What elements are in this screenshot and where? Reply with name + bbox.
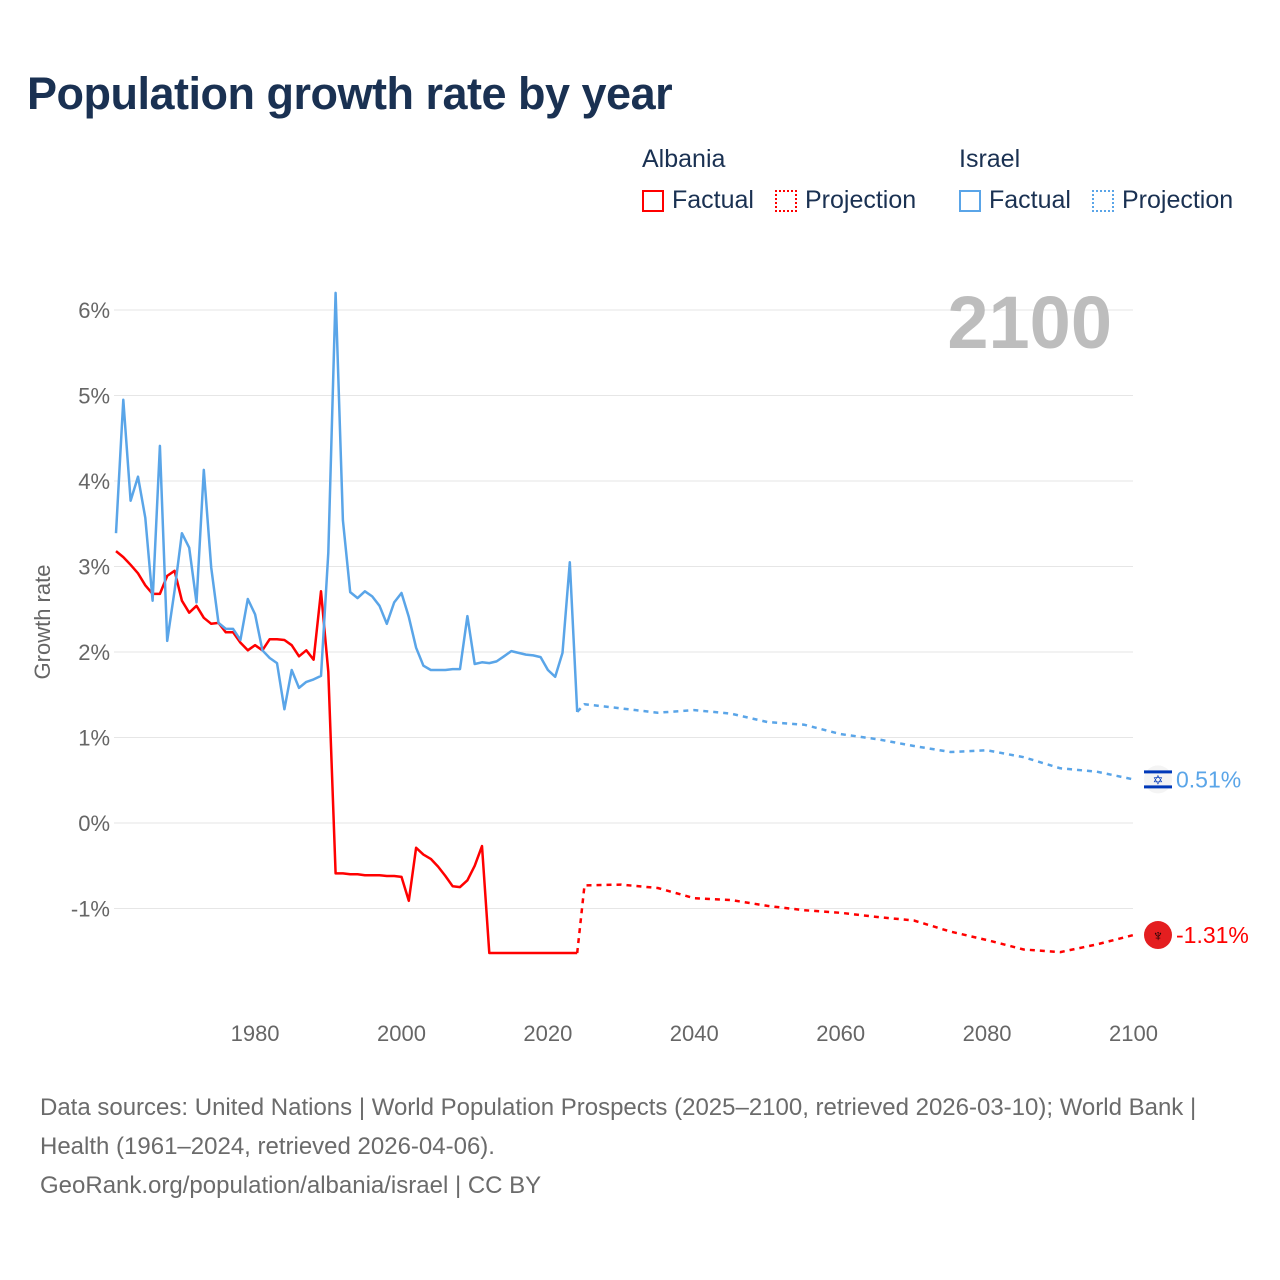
y-tick-label: -1% — [71, 897, 110, 922]
israel-flag-stripe — [1144, 770, 1172, 774]
legend-swatch-solid — [959, 189, 981, 212]
albania-flag-icon — [1144, 921, 1172, 950]
y-tick-label: 5% — [78, 384, 110, 409]
x-tick-label: 2060 — [816, 1021, 865, 1046]
x-tick-label: 2080 — [963, 1021, 1012, 1046]
chart-title: Population growth rate by year — [27, 68, 673, 119]
y-axis-label: Growth rate — [30, 565, 55, 680]
series-line-albania-factual — [115, 550, 578, 955]
legend-israel-projection[interactable]: Projection — [1092, 186, 1233, 215]
series-line-israel-projection — [576, 702, 1134, 781]
legend-label: Factual — [989, 186, 1071, 214]
israel-flag-stripe — [1144, 785, 1172, 789]
star-of-david-icon: ✡ — [1153, 772, 1164, 787]
y-tick-label: 4% — [78, 469, 110, 494]
legend-swatch-solid — [642, 189, 664, 212]
end-value-label: -1.31% — [1176, 922, 1249, 948]
legend-albania-factual[interactable]: Factual — [642, 186, 754, 215]
data-sources: Data sources: United Nations | World Pop… — [40, 1094, 1197, 1160]
series-line-israel-factual — [114, 291, 579, 712]
legend-label: Projection — [1122, 186, 1234, 214]
x-tick-label: 2100 — [1109, 1021, 1158, 1046]
x-tick-label: 1980 — [231, 1021, 280, 1046]
y-tick-label: 0% — [78, 811, 110, 836]
x-tick-label: 2020 — [523, 1021, 572, 1046]
legend-israel-factual[interactable]: Factual — [959, 186, 1071, 215]
end-value-label: 0.51% — [1176, 766, 1241, 792]
eagle-icon: ♆ — [1152, 928, 1164, 945]
legend-albania-projection[interactable]: Projection — [775, 186, 916, 215]
legend-albania-heading: Albania — [642, 145, 726, 173]
legend-swatch-dotted — [1092, 189, 1114, 212]
x-tick-label: 2040 — [670, 1021, 719, 1046]
y-tick-label: 6% — [78, 298, 110, 323]
year-display: 2100 — [947, 281, 1112, 364]
series-line-albania-projection — [575, 883, 1134, 954]
legend-swatch-dotted — [775, 189, 797, 212]
footer: Data sources: United Nations | World Pop… — [40, 1088, 1240, 1205]
legend-israel-heading: Israel — [959, 145, 1021, 173]
y-tick-label: 2% — [78, 640, 110, 665]
credit-link[interactable]: GeoRank.org/population/albania/israel | … — [40, 1172, 542, 1199]
legend-label: Factual — [672, 186, 754, 214]
y-tick-label: 1% — [78, 726, 110, 751]
legend-label: Projection — [805, 186, 917, 214]
y-tick-label: 3% — [78, 555, 110, 580]
x-tick-label: 2000 — [377, 1021, 426, 1046]
